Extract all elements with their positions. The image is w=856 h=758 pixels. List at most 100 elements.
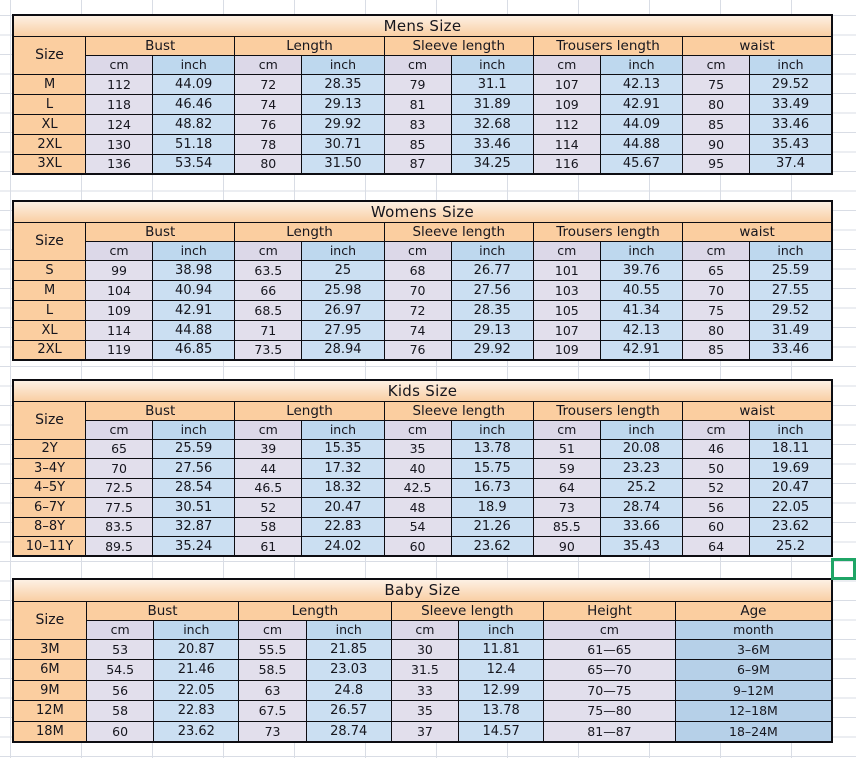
group-header-sleeve-length: Sleeve length [383,400,534,421]
value-cell: 52 [234,497,303,518]
value-cell: 42.91 [151,299,236,321]
value-cell: 25.59 [151,438,236,459]
value-cell: 60 [383,536,452,557]
value-cell: 80 [682,319,751,341]
table-row: 6–7Y 77.5 30.51 52 20.47 48 18.9 73 28.74 56 22.05 [12,497,833,518]
unit-header: inch [151,419,236,440]
unit-header: cm [532,240,601,261]
value-cell: 32.87 [151,516,236,537]
value-cell: 20.47 [749,477,833,498]
womens-size-table: Womens Size Size Bust Length Sleeve length Tr… [12,200,833,361]
group-header-sleeve-length: Sleeve length [383,35,534,56]
value-cell: 116 [532,153,601,175]
size-column-header: Size [12,35,87,75]
unit-header: inch [458,619,545,640]
value-cell: 28.35 [450,299,534,321]
group-header-age: Age [674,600,833,621]
size-cell: 12M [12,700,87,722]
value-cell: 46.46 [151,93,236,115]
size-cell: 3M [12,638,87,660]
value-cell: 78 [234,133,303,155]
value-cell: 124 [85,113,153,135]
value-cell: 19.69 [749,458,833,479]
value-cell: 58 [234,516,303,537]
value-cell: 27.95 [301,319,385,341]
unit-header: inch [450,240,534,261]
baby-table-title: Baby Size [12,578,833,602]
value-cell: 29.13 [450,319,534,341]
value-cell: 44.88 [151,319,236,341]
value-cell: 28.94 [301,339,385,361]
value-cell: 9–12M [674,679,833,701]
value-cell: 35.24 [151,536,236,557]
group-header-sleeve-length: Sleeve length [390,600,545,621]
value-cell: 80 [682,93,751,115]
table-row: 3XL 136 53.54 80 31.50 87 34.25 116 45.67 95 37.4 [12,153,833,175]
value-cell: 107 [532,319,601,341]
value-cell: 39.76 [599,259,684,281]
value-cell: 71 [234,319,303,341]
value-cell: 35 [383,438,452,459]
value-cell: 75 [682,73,751,95]
value-cell: 33.66 [599,516,684,537]
value-cell: 114 [85,319,153,341]
group-header-length: Length [234,221,385,242]
unit-header: cm [543,619,676,640]
table-row: S 99 38.98 63.5 25 68 26.77 101 39.76 65 25.59 [12,259,833,281]
value-cell: 81—87 [543,720,676,742]
kids-table: Kids Size Size Bust Length Sleeve length Trou… [12,379,833,557]
value-cell: 44.09 [151,73,236,95]
value-cell: 76 [234,113,303,135]
value-cell: 16.73 [450,477,534,498]
unit-header: inch [450,419,534,440]
value-cell: 12.4 [458,659,545,681]
size-cell: L [12,299,87,321]
table-row: 2XL 119 46.85 73.5 28.94 76 29.92 109 42.91 85 33.… [12,339,833,361]
value-cell: 25.98 [301,279,385,301]
value-cell: 27.55 [749,279,833,301]
table-row: 3M 53 20.87 55.5 21.85 30 11.81 61—65 3–6M [12,638,833,660]
group-header-length: Length [238,600,392,621]
unit-header: inch [749,54,833,75]
value-cell: 77.5 [85,497,153,518]
value-cell: 18.32 [301,477,385,498]
value-cell: 40 [383,458,452,479]
value-cell: 42.91 [599,339,684,361]
value-cell: 25.59 [749,259,833,281]
value-cell: 28.54 [151,477,236,498]
active-cell-selection[interactable] [831,558,856,580]
value-cell: 85 [682,113,751,135]
table-row: 4–5Y 72.5 28.54 46.5 18.32 42.5 16.73 64 25.2 52 2… [12,477,833,498]
unit-header: inch [450,54,534,75]
value-cell: 35.43 [749,133,833,155]
value-cell: 66 [234,279,303,301]
value-cell: 6–9M [674,659,833,681]
size-cell: XL [12,113,87,135]
value-cell: 76 [383,339,452,361]
unit-header: inch [153,619,240,640]
value-cell: 22.05 [153,679,240,701]
value-cell: 20.08 [599,438,684,459]
value-cell: 28.74 [599,497,684,518]
unit-header: cm [682,54,751,75]
unit-header: inch [305,619,392,640]
value-cell: 85 [383,133,452,155]
value-cell: 51 [532,438,601,459]
unit-header: inch [599,419,684,440]
value-cell: 74 [234,93,303,115]
value-cell: 61 [234,536,303,557]
value-cell: 70 [85,458,153,479]
table-row: 10–11Y 89.5 35.24 61 24.02 60 23.62 90 35.43 64 25… [12,536,833,557]
size-cell: 2XL [12,133,87,155]
value-cell: 40.94 [151,279,236,301]
value-cell: 13.78 [458,700,545,722]
value-cell: 59 [532,458,601,479]
value-cell: 65 [682,259,751,281]
value-cell: 29.92 [301,113,385,135]
value-cell: 39 [234,438,303,459]
value-cell: 42.13 [599,319,684,341]
value-cell: 104 [85,279,153,301]
baby-size-table: Baby Size Size Bust Length Sleeve length Heig… [12,578,833,743]
value-cell: 68.5 [234,299,303,321]
